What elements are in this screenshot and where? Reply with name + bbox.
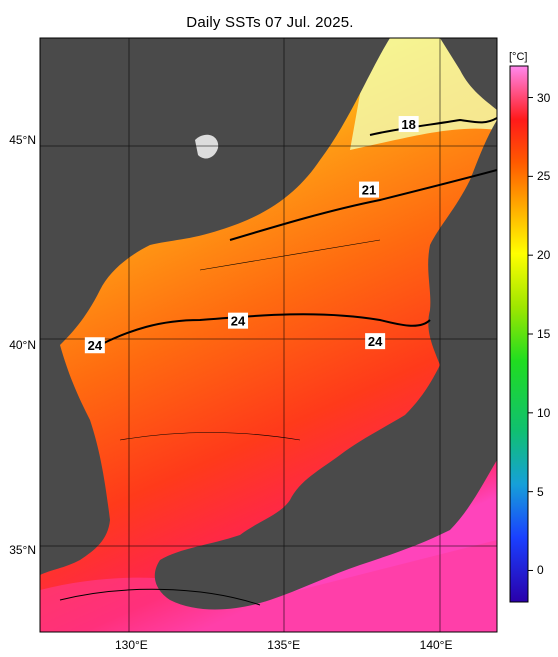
colorbar-tick-label: 0 (537, 563, 544, 578)
lon-tick-label: 135°E (267, 638, 301, 652)
map-frame (39, 37, 498, 633)
colorbar-tick-label: 5 (537, 484, 544, 499)
svg-text:24: 24 (231, 314, 246, 329)
contour-lines (59, 117, 497, 606)
land-japan (154, 120, 497, 610)
warm-band (40, 540, 497, 632)
contour-label: 21 (359, 181, 380, 198)
svg-text:18: 18 (401, 117, 415, 132)
colorbar-tick-label: 30 (537, 90, 551, 105)
lon-tick-label: 140°E (419, 638, 453, 652)
map-title: Daily SSTs 07 Jul. 2025. (186, 14, 354, 31)
colorbar-unit: [°C] (509, 51, 528, 63)
land-korea-continent (40, 38, 390, 575)
contour-label: 24 (228, 312, 249, 329)
svg-text:24: 24 (88, 338, 103, 353)
svg-text:24: 24 (368, 334, 383, 349)
colorbar (509, 65, 529, 603)
lat-tick-label: 45°N (9, 133, 36, 148)
lat-tick-label: 40°N (9, 338, 36, 353)
contour-label: 24 (365, 333, 386, 350)
colorbar-tick-label: 25 (537, 169, 551, 184)
land-sakhalin (440, 38, 497, 110)
colorbar-tick-label: 15 (537, 327, 551, 341)
colorbar-tick-label: 10 (537, 405, 551, 420)
land-island (195, 134, 219, 159)
graticule (40, 38, 497, 632)
lat-tick-label: 35°N (9, 543, 36, 558)
colorbar-tick-label: 20 (537, 248, 551, 263)
svg-text:21: 21 (362, 183, 376, 198)
lon-tick-label: 130°E (114, 638, 148, 652)
contour-labels: 18 21 24 24 24 (84, 116, 419, 354)
colorbar-ticks (528, 97, 533, 571)
contour-label: 18 (398, 116, 419, 133)
contour-label: 24 (84, 337, 105, 354)
